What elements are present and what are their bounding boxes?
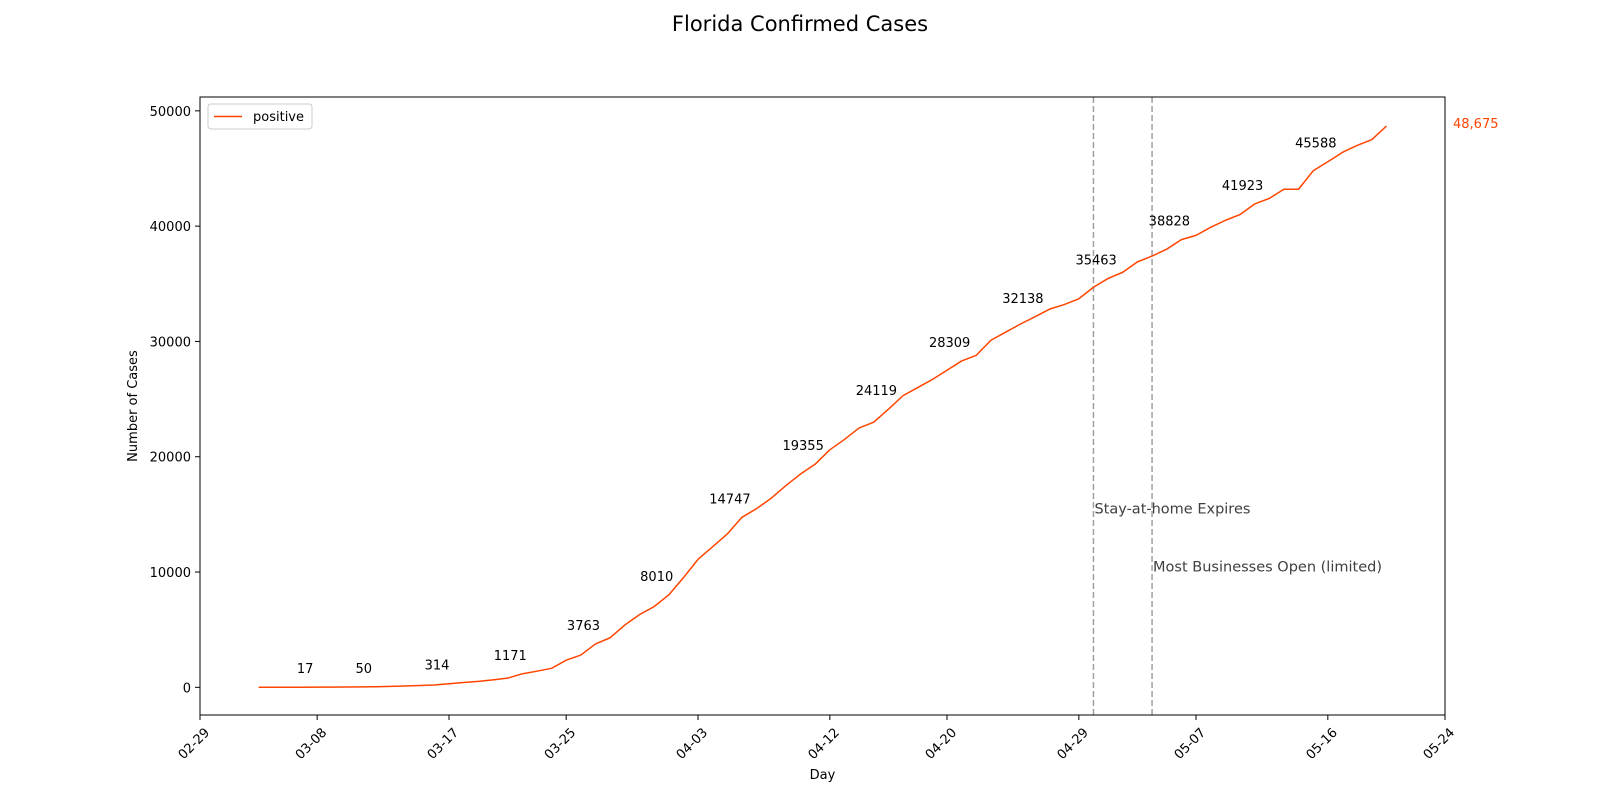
x-tick-label: 03-17 xyxy=(425,725,462,762)
data-label: 28309 xyxy=(929,336,970,351)
data-label: 19355 xyxy=(782,439,823,454)
data-label: 14747 xyxy=(709,492,750,507)
x-tick-label: 05-07 xyxy=(1172,725,1209,762)
x-tick-label: 04-12 xyxy=(806,725,843,762)
x-tick-label: 04-03 xyxy=(674,725,711,762)
series-layer xyxy=(258,125,1387,689)
data-label: 50 xyxy=(355,662,372,677)
chart-title: Florida Confirmed Cases xyxy=(672,12,928,36)
y-axis-label: Number of Cases xyxy=(126,350,141,462)
x-tick-label: 03-08 xyxy=(293,725,330,762)
x-tick-label: 05-16 xyxy=(1304,725,1341,762)
data-label: 41923 xyxy=(1222,179,1263,194)
legend-box xyxy=(207,103,313,130)
y-tick-label: 30000 xyxy=(150,335,191,350)
data-label: 24119 xyxy=(856,384,897,399)
x-tick-label: 03-25 xyxy=(542,725,579,762)
y-tick-label: 0 xyxy=(183,681,191,696)
data-label: 38828 xyxy=(1149,215,1190,230)
y-tick-label: 40000 xyxy=(150,220,191,235)
y-tick-label: 50000 xyxy=(150,105,191,120)
series-line-positive xyxy=(258,125,1387,689)
y-tick-label: 10000 xyxy=(150,566,191,581)
legend: positive xyxy=(207,103,313,130)
x-tick-label: 02-29 xyxy=(176,725,213,762)
data-label: 8010 xyxy=(640,570,673,585)
annotation-label: Most Businesses Open (limited) xyxy=(1153,559,1382,575)
data-label: 314 xyxy=(425,659,450,674)
x-tick-label: 04-20 xyxy=(923,725,960,762)
x-tick-label: 04-29 xyxy=(1055,725,1092,762)
data-label: 17 xyxy=(297,662,314,677)
data-label: 32138 xyxy=(1002,292,1043,307)
x-tick-label: 05-24 xyxy=(1421,725,1458,762)
data-labels: 17 50 314 1171 3763 8010 14747 19355 24119 28309 3… xyxy=(297,117,1499,677)
legend-entry-positive: positive xyxy=(253,110,304,125)
plot-frame xyxy=(199,96,1446,716)
annotation-label: Stay-at-home Expires xyxy=(1094,502,1250,518)
data-label: 35463 xyxy=(1075,253,1116,268)
data-label: 45588 xyxy=(1295,137,1336,152)
data-label: 3763 xyxy=(567,619,600,634)
y-tick-label: 20000 xyxy=(150,451,191,466)
last-value-label: 48,675 xyxy=(1453,117,1499,132)
x-axis-label: Day xyxy=(810,768,836,783)
data-label: 1171 xyxy=(494,649,527,664)
x-axis: 02-29 03-08 03-17 03-25 04-03 04-12 04-20 04-29… xyxy=(176,715,1458,763)
y-axis: 0 10000 20000 30000 40000 50000 xyxy=(150,105,200,696)
annotations: Stay-at-home Expires Most Businesses Open… xyxy=(1092,97,1382,715)
